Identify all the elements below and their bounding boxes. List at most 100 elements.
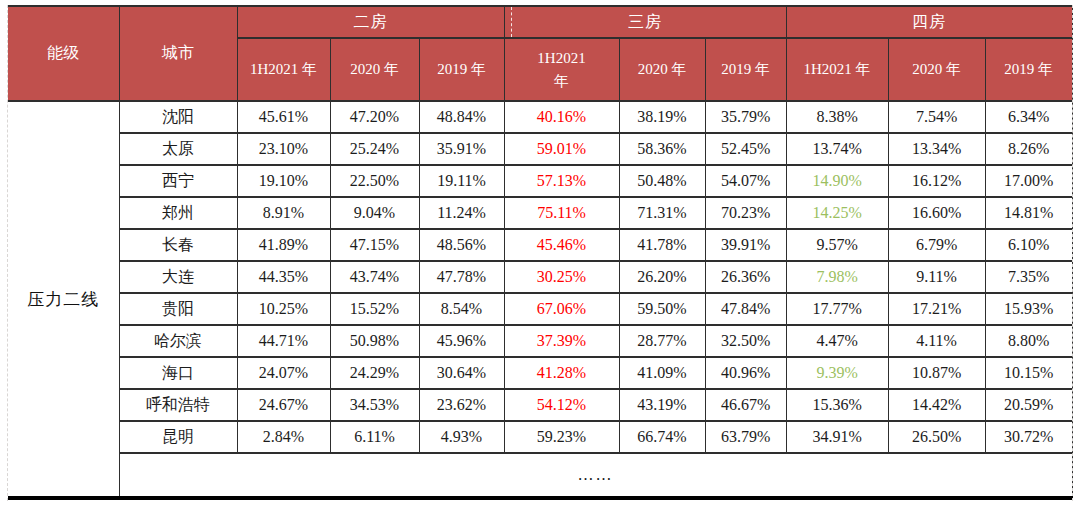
value-cell: 44.71% [237, 325, 330, 357]
table-row: 哈尔滨44.71%50.98%45.96%37.39%28.77%32.50%4… [8, 325, 1072, 357]
value-cell: 15.93% [985, 293, 1072, 325]
value-cell: 16.60% [888, 197, 985, 229]
value-cell: 14.25% [786, 197, 888, 229]
value-cell: 54.07% [705, 165, 786, 197]
value-cell: 9.57% [786, 229, 888, 261]
value-cell: 41.78% [619, 229, 705, 261]
value-cell: 17.00% [985, 165, 1072, 197]
value-cell: 8.54% [419, 293, 504, 325]
value-cell: 17.77% [786, 293, 888, 325]
value-cell: 30.64% [419, 357, 504, 389]
value-cell: 4.11% [888, 325, 985, 357]
value-cell: 10.87% [888, 357, 985, 389]
value-cell: 45.96% [419, 325, 504, 357]
value-cell: 26.36% [705, 261, 786, 293]
header-tier: 能级 [8, 6, 119, 101]
value-cell: 8.91% [237, 197, 330, 229]
value-cell: 41.28% [504, 357, 619, 389]
value-cell: 35.91% [419, 133, 504, 165]
value-cell: 32.50% [705, 325, 786, 357]
value-cell: 24.67% [237, 389, 330, 421]
value-cell: 37.39% [504, 325, 619, 357]
value-cell: 24.29% [330, 357, 419, 389]
value-cell: 17.21% [888, 293, 985, 325]
value-cell: 66.74% [619, 421, 705, 453]
value-cell: 15.36% [786, 389, 888, 421]
value-cell: 30.25% [504, 261, 619, 293]
table-row: 大连44.35%43.74%47.78%30.25%26.20%26.36%7.… [8, 261, 1072, 293]
city-cell: 昆明 [119, 421, 237, 453]
value-cell: 28.77% [619, 325, 705, 357]
table-row: 贵阳10.25%15.52%8.54%67.06%59.50%47.84%17.… [8, 293, 1072, 325]
value-cell: 52.45% [705, 133, 786, 165]
value-cell: 13.74% [786, 133, 888, 165]
value-cell: 47.78% [419, 261, 504, 293]
city-cell: 海口 [119, 357, 237, 389]
value-cell: 10.25% [237, 293, 330, 325]
value-cell: 11.24% [419, 197, 504, 229]
value-cell: 13.34% [888, 133, 985, 165]
value-cell: 14.90% [786, 165, 888, 197]
value-cell: 45.61% [237, 101, 330, 133]
value-cell: 59.50% [619, 293, 705, 325]
header-three-room-1h2021: 1H2021 年 [504, 38, 619, 101]
header-group-four-room: 四房 [786, 6, 1072, 38]
value-cell: 63.79% [705, 421, 786, 453]
value-cell: 6.79% [888, 229, 985, 261]
value-cell: 6.34% [985, 101, 1072, 133]
value-cell: 26.50% [888, 421, 985, 453]
value-cell: 40.96% [705, 357, 786, 389]
value-cell: 47.20% [330, 101, 419, 133]
value-cell: 57.13% [504, 165, 619, 197]
table-row: 太原23.10%25.24%35.91%59.01%58.36%52.45%13… [8, 133, 1072, 165]
tier-label-cell: 压力二线 [8, 101, 119, 498]
value-cell: 43.19% [619, 389, 705, 421]
city-cell: 长春 [119, 229, 237, 261]
value-cell: 43.74% [330, 261, 419, 293]
value-cell: 48.84% [419, 101, 504, 133]
value-cell: 23.10% [237, 133, 330, 165]
housing-ratio-table-screenshot: 能级 城市 二房 三房 四房 1H2021 年 2020 年 2019 年 1H… [0, 0, 1080, 505]
header-four-room-2020: 2020 年 [888, 38, 985, 101]
housing-ratio-table: 能级 城市 二房 三房 四房 1H2021 年 2020 年 2019 年 1H… [8, 5, 1073, 500]
header-four-room-2019: 2019 年 [985, 38, 1072, 101]
value-cell: 9.39% [786, 357, 888, 389]
ellipsis-cell: …… [119, 453, 1072, 498]
value-cell: 19.10% [237, 165, 330, 197]
value-cell: 6.11% [330, 421, 419, 453]
value-cell: 38.19% [619, 101, 705, 133]
city-cell: 贵阳 [119, 293, 237, 325]
value-cell: 47.84% [705, 293, 786, 325]
value-cell: 35.79% [705, 101, 786, 133]
value-cell: 15.52% [330, 293, 419, 325]
value-cell: 2.84% [237, 421, 330, 453]
table-row: 郑州8.91%9.04%11.24%75.11%71.31%70.23%14.2… [8, 197, 1072, 229]
value-cell: 20.59% [985, 389, 1072, 421]
header-three-room-2020: 2020 年 [619, 38, 705, 101]
value-cell: 58.36% [619, 133, 705, 165]
value-cell: 44.35% [237, 261, 330, 293]
value-cell: 30.72% [985, 421, 1072, 453]
value-cell: 50.48% [619, 165, 705, 197]
table-row: 昆明2.84%6.11%4.93%59.23%66.74%63.79%34.91… [8, 421, 1072, 453]
value-cell: 48.56% [419, 229, 504, 261]
header-group-three-room: 三房 [504, 6, 786, 38]
value-cell: 10.15% [985, 357, 1072, 389]
ellipsis-row: …… [8, 453, 1072, 498]
value-cell: 41.89% [237, 229, 330, 261]
value-cell: 47.15% [330, 229, 419, 261]
value-cell: 45.46% [504, 229, 619, 261]
value-cell: 26.20% [619, 261, 705, 293]
value-cell: 59.01% [504, 133, 619, 165]
value-cell: 59.23% [504, 421, 619, 453]
value-cell: 7.54% [888, 101, 985, 133]
city-cell: 大连 [119, 261, 237, 293]
value-cell: 7.98% [786, 261, 888, 293]
table-row: 西宁19.10%22.50%19.11%57.13%50.48%54.07%14… [8, 165, 1072, 197]
value-cell: 34.53% [330, 389, 419, 421]
header-two-room-1h2021: 1H2021 年 [237, 38, 330, 101]
table-row: 压力二线沈阳45.61%47.20%48.84%40.16%38.19%35.7… [8, 101, 1072, 133]
value-cell: 34.91% [786, 421, 888, 453]
value-cell: 8.80% [985, 325, 1072, 357]
value-cell: 8.38% [786, 101, 888, 133]
